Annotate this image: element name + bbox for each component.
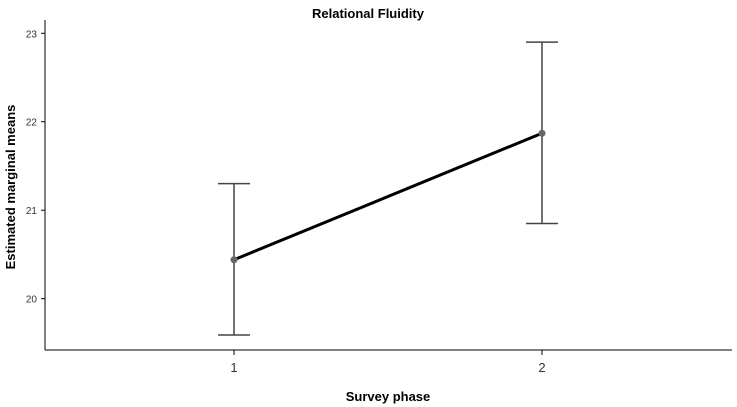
x-tick-label: 1 — [230, 360, 237, 375]
y-ticks: 20 21 22 23 — [26, 29, 45, 306]
data-points — [230, 129, 546, 264]
y-axis-label: Estimated marginal means — [3, 105, 18, 270]
x-tick-label: 2 — [538, 360, 545, 375]
y-tick-label: 22 — [26, 118, 38, 129]
error-bars — [218, 41, 558, 336]
y-tick-label: 21 — [26, 206, 38, 217]
x-axis-label: Survey phase — [346, 389, 431, 404]
y-tick-label: 23 — [26, 29, 38, 40]
y-tick-label: 20 — [26, 295, 38, 306]
chart-title: Relational Fluidity — [312, 6, 425, 21]
data-point — [538, 129, 546, 137]
series-line — [233, 131, 543, 262]
data-point — [230, 256, 238, 264]
